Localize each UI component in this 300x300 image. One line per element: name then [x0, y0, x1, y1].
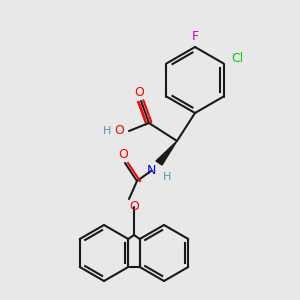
Text: O: O — [134, 85, 144, 98]
Text: O: O — [118, 148, 128, 160]
Text: O: O — [114, 124, 124, 137]
Text: O: O — [129, 200, 139, 214]
Text: Cl: Cl — [232, 52, 244, 65]
Polygon shape — [156, 141, 177, 165]
Text: F: F — [191, 31, 199, 44]
Text: H: H — [163, 172, 171, 182]
Text: H: H — [103, 126, 111, 136]
Text: N: N — [146, 164, 156, 178]
